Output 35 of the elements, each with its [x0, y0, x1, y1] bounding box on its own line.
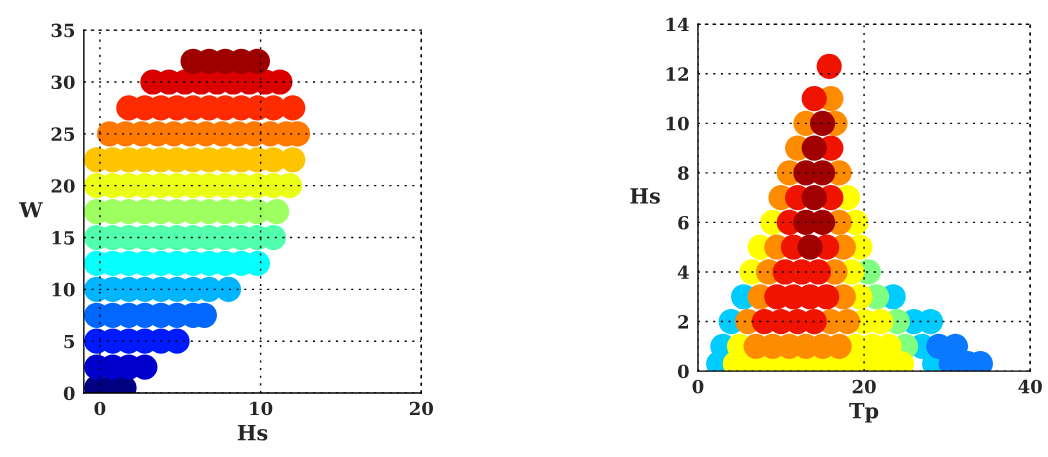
- x-tick-label: 0: [94, 401, 106, 416]
- y-tick-label: 14: [666, 17, 689, 32]
- point: [215, 276, 242, 302]
- x-tick-label: 0: [692, 379, 704, 394]
- y-tick-label: 0: [677, 364, 689, 379]
- y-tick-label: 12: [666, 67, 689, 81]
- y-tick-label: 20: [51, 179, 75, 193]
- y-tick-label: 25: [51, 127, 75, 141]
- y-tick-label: 5: [64, 334, 75, 349]
- y-tick-label: 10: [52, 282, 75, 297]
- y-tick-label: 35: [51, 23, 75, 38]
- y-tick-label: 2: [678, 314, 689, 329]
- y-tick-label: 6: [678, 215, 689, 230]
- y-axis-title: W: [19, 202, 43, 218]
- point: [809, 110, 836, 136]
- point: [280, 95, 306, 121]
- x-axis-title: Hs: [237, 425, 268, 441]
- y-tick-label: 30: [51, 75, 75, 90]
- point: [797, 234, 823, 260]
- point: [801, 185, 827, 211]
- y-tick-label: 4: [677, 265, 689, 279]
- y-tick-label: 8: [678, 166, 689, 180]
- x-tick-label: 40: [1018, 379, 1042, 394]
- x-axis-title: Tp: [849, 403, 879, 423]
- y-axis-title: Hs: [630, 188, 660, 204]
- point: [264, 198, 290, 225]
- y-tick-label: 15: [52, 230, 75, 245]
- x-tick-label: 10: [250, 401, 273, 416]
- x-tick-label: 20: [852, 379, 876, 394]
- x-tick-label: 20: [409, 401, 434, 416]
- point: [280, 147, 306, 173]
- y-tick-label: 10: [666, 116, 689, 131]
- point: [801, 135, 827, 161]
- point: [816, 53, 842, 79]
- point: [801, 85, 827, 112]
